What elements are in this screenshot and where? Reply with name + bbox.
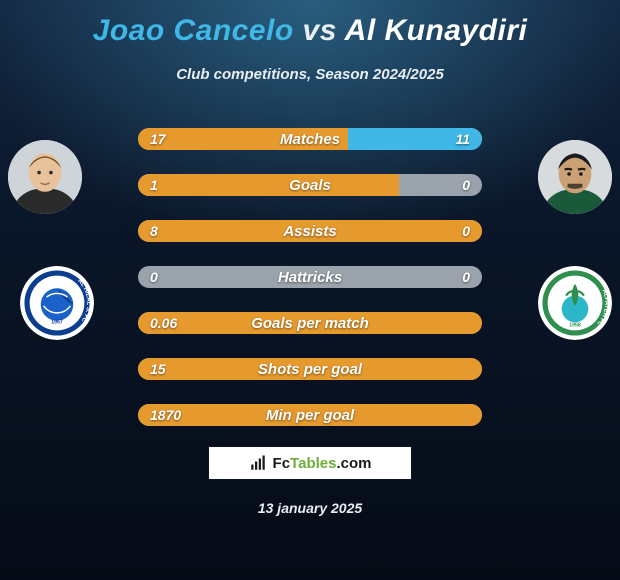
player2-portrait	[538, 140, 612, 214]
barchart-icon	[249, 454, 267, 472]
player1-portrait	[8, 140, 82, 214]
stat-value-right: 0	[462, 220, 470, 242]
stat-bars: 17 Matches 11 1 Goals 0 8 Assists 0 0 Ha…	[138, 128, 482, 450]
stat-value-right: 0	[462, 174, 470, 196]
stat-label: Matches	[138, 128, 482, 150]
subtitle: Club competitions, Season 2024/2025	[0, 66, 620, 83]
stat-value-right: 0	[462, 266, 470, 288]
player1-club-logo: AL HILAL S. FC 1957	[20, 266, 94, 340]
stat-row: 0 Hattricks 0	[138, 266, 482, 288]
stat-value-right: 11	[455, 128, 470, 150]
title-player1: Joao Cancelo	[93, 14, 294, 47]
comparison-card: Joao Cancelo vs Al Kunaydiri Club compet…	[0, 0, 620, 580]
stat-label: Goals per match	[138, 312, 482, 334]
stat-row: 1 Goals 0	[138, 174, 482, 196]
page-title: Joao Cancelo vs Al Kunaydiri	[0, 0, 620, 48]
fctables-badge: FcTables.com	[208, 446, 412, 480]
stat-label: Assists	[138, 220, 482, 242]
player2-club-logo: ALFATEH FC 1958	[538, 266, 612, 340]
stat-label: Goals	[138, 174, 482, 196]
stat-row: 17 Matches 11	[138, 128, 482, 150]
svg-text:1958: 1958	[569, 323, 581, 329]
date-label: 13 january 2025	[0, 500, 620, 516]
svg-text:1957: 1957	[51, 320, 63, 326]
stat-row: 15 Shots per goal	[138, 358, 482, 380]
stat-row: 1870 Min per goal	[138, 404, 482, 426]
stat-label: Shots per goal	[138, 358, 482, 380]
badge-tables: Tables	[290, 455, 336, 472]
badge-text: FcTables.com	[273, 455, 372, 472]
title-player2: Al Kunaydiri	[345, 14, 528, 47]
title-vs: vs	[303, 14, 337, 47]
badge-dotcom: .com	[336, 455, 371, 472]
stat-label: Hattricks	[138, 266, 482, 288]
stat-row: 0.06 Goals per match	[138, 312, 482, 334]
stat-label: Min per goal	[138, 404, 482, 426]
stat-row: 8 Assists 0	[138, 220, 482, 242]
badge-fc: Fc	[273, 455, 291, 472]
